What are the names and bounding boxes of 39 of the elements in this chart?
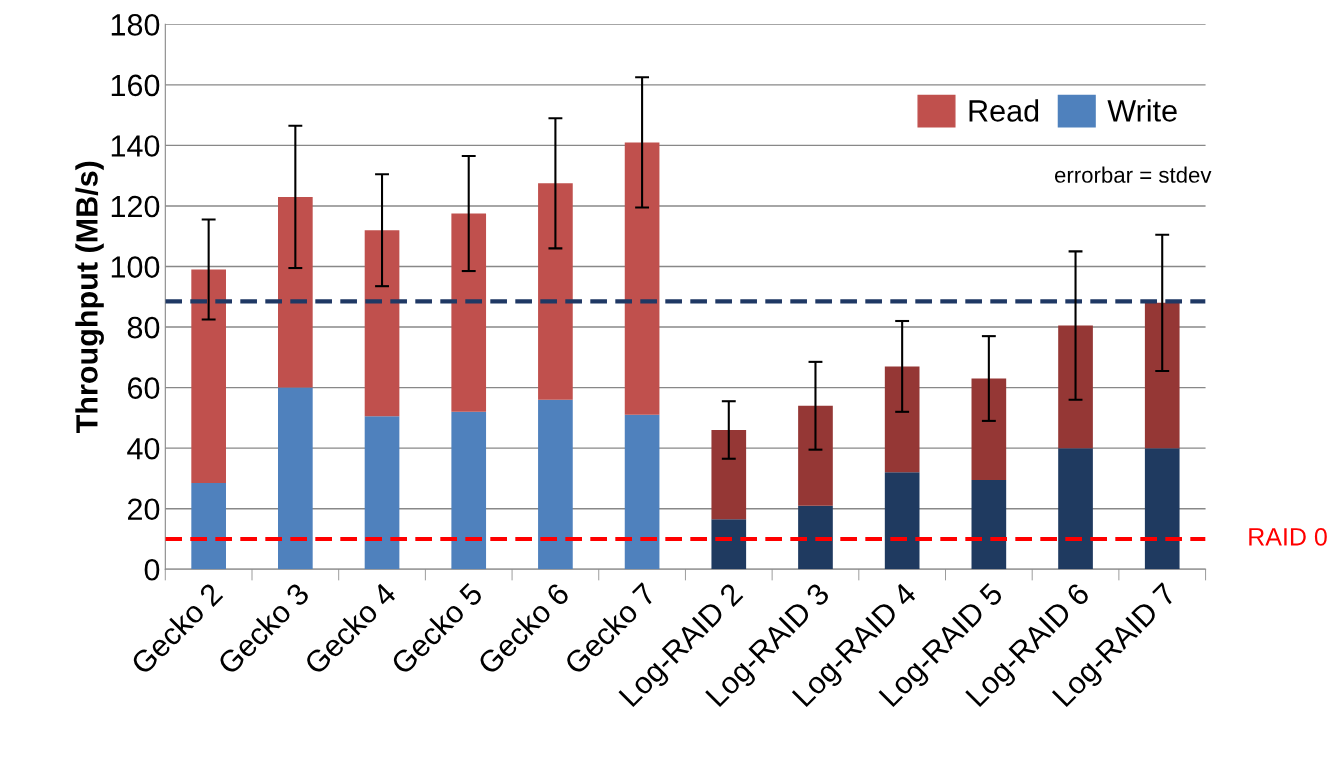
bar bbox=[278, 196, 313, 388]
bar bbox=[191, 482, 226, 570]
y-tick-label: 0 bbox=[144, 558, 160, 581]
bar bbox=[711, 429, 747, 520]
bar bbox=[971, 479, 1007, 570]
y-axis-title: Throughput (MB/s) bbox=[75, 161, 104, 434]
y-tick-label: 140 bbox=[111, 135, 160, 157]
bar bbox=[971, 378, 1007, 480]
ref-line-label: RAID 0 bbox=[1249, 527, 1327, 546]
bar bbox=[538, 183, 573, 400]
bar bbox=[798, 405, 833, 506]
y-tick-label: 120 bbox=[111, 195, 160, 218]
legend-label: Read bbox=[969, 99, 1039, 122]
bar bbox=[364, 416, 400, 570]
bar bbox=[1058, 325, 1093, 449]
bar bbox=[191, 269, 226, 483]
bar bbox=[1058, 448, 1093, 570]
bar bbox=[1144, 448, 1180, 570]
annotation: errorbar = stdev bbox=[1054, 166, 1212, 183]
y-tick-label: 100 bbox=[111, 256, 160, 278]
bar bbox=[451, 411, 487, 570]
bar bbox=[884, 366, 920, 473]
y-tick-label: 60 bbox=[128, 377, 160, 399]
bar bbox=[624, 414, 660, 570]
legend-label: Write bbox=[1107, 99, 1177, 122]
y-tick-label: 20 bbox=[128, 498, 160, 521]
bar bbox=[1144, 302, 1180, 449]
bar bbox=[538, 399, 573, 570]
bar bbox=[451, 213, 487, 412]
bar bbox=[884, 472, 920, 570]
y-tick-label: 80 bbox=[127, 316, 160, 339]
bar bbox=[711, 519, 747, 570]
y-tick-label: 180 bbox=[111, 14, 160, 36]
bar bbox=[798, 505, 833, 570]
y-tick-label: 40 bbox=[127, 437, 160, 460]
y-tick-label: 160 bbox=[111, 74, 160, 97]
bar bbox=[364, 230, 400, 417]
bar bbox=[278, 387, 313, 570]
bar bbox=[624, 142, 660, 415]
